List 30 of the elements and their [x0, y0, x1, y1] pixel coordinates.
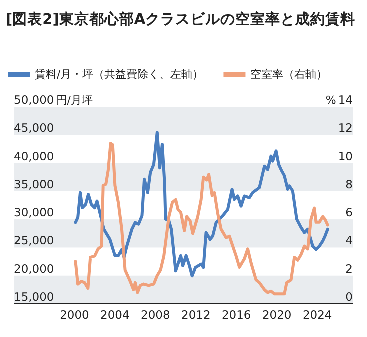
x-tick-label: 2004	[100, 308, 130, 322]
line-series	[74, 142, 330, 296]
y2-tick-label: 0	[346, 290, 353, 304]
y-tick-label: 45,000	[14, 121, 54, 136]
x-tick-label: 2000	[60, 308, 90, 322]
y2-tick-label: 10	[338, 149, 353, 164]
line-series	[74, 131, 330, 278]
x-tick-label: 2016	[222, 308, 252, 322]
y2-tick-label: 2	[346, 262, 353, 276]
y2-tick-label: 6	[346, 206, 353, 220]
y-tick-label: 20,000	[14, 262, 54, 276]
y2-axis-title: %	[326, 94, 336, 107]
y-tick-label: 30,000	[14, 206, 54, 220]
y-tick-label: 40,000	[14, 149, 54, 164]
x-tick-label: 2008	[141, 308, 170, 322]
y-tick-label: 25,000	[14, 234, 54, 248]
chart-title: [図表2]東京都心部Aクラスビルの空室率と成約賃料	[6, 10, 356, 28]
y-tick-label: 35,000	[14, 177, 54, 192]
y2-tick-label: 4	[346, 234, 353, 248]
legend-label: 空室率（右軸）	[250, 68, 328, 81]
y-axis-title: 円/月坪	[56, 94, 93, 107]
y-tick-label: 50,000	[14, 93, 54, 107]
x-tick-label: 2012	[182, 308, 211, 322]
y-tick-label: 15,000	[14, 290, 54, 304]
x-tick-label: 2024	[302, 308, 332, 322]
x-tick-label: 2020	[262, 308, 292, 322]
y2-tick-label: 14	[338, 93, 353, 107]
y2-tick-label: 12	[338, 121, 353, 136]
legend-label: 賃料/月・坪（共益費除く、左軸）	[35, 68, 204, 81]
y2-tick-label: 8	[346, 177, 353, 192]
